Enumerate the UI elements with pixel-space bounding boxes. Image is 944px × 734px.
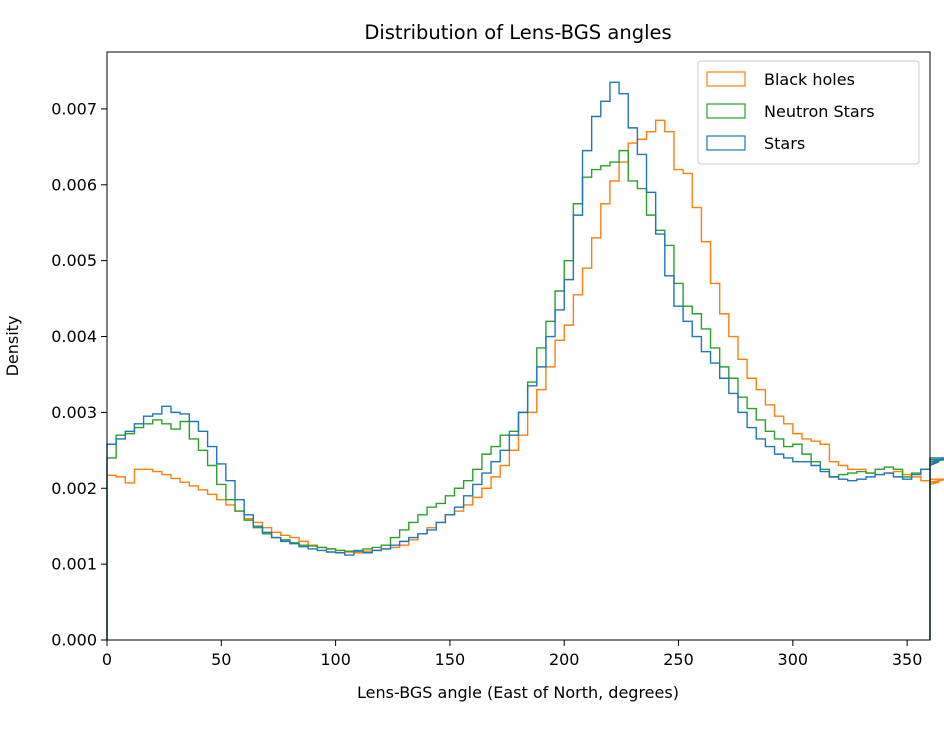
legend-swatch-stars xyxy=(706,135,746,151)
x-tick-label: 50 xyxy=(211,650,231,669)
legend-swatch-black-holes xyxy=(706,71,746,87)
y-tick-label: 0.006 xyxy=(51,175,97,194)
legend-label-black-holes: Black holes xyxy=(764,70,855,89)
x-axis: 0 50 100 150 200 250 300 350 xyxy=(102,640,923,669)
x-axis-label: Lens-BGS angle (East of North, degrees) xyxy=(357,683,679,702)
x-tick-label: 0 xyxy=(102,650,112,669)
y-tick-label: 0.000 xyxy=(51,631,97,650)
x-tick-label: 300 xyxy=(778,650,809,669)
series-layer xyxy=(106,81,944,640)
legend-box xyxy=(697,60,920,165)
y-tick-label: 0.007 xyxy=(51,99,97,118)
legend-swatch-neutron-stars xyxy=(706,103,746,119)
y-tick-label: 0.003 xyxy=(51,403,97,422)
legend-label-neutron-stars: Neutron Stars xyxy=(764,102,875,121)
legend-entry-neutron-stars: Neutron Stars xyxy=(706,102,875,121)
y-tick-label: 0.005 xyxy=(51,251,97,270)
y-tick-label: 0.002 xyxy=(51,479,97,498)
chart-title: Distribution of Lens-BGS angles xyxy=(364,21,671,44)
axes-frame xyxy=(106,51,931,641)
x-tick-label: 100 xyxy=(320,650,351,669)
x-tick-label: 250 xyxy=(663,650,694,669)
legend-label-stars: Stars xyxy=(764,134,805,153)
legend-entry-stars: Stars xyxy=(706,134,805,153)
x-tick-label: 150 xyxy=(435,650,466,669)
y-tick-label: 0.001 xyxy=(51,555,97,574)
y-axis: 0.000 0.001 0.002 0.003 0.004 0.005 0.006 0.007 xyxy=(51,99,107,650)
y-axis-label: Density xyxy=(3,316,22,377)
x-tick-label: 350 xyxy=(892,650,923,669)
series-stars-histogram xyxy=(106,81,944,640)
legend-entry-black-holes: Black holes xyxy=(706,70,855,89)
x-tick-label: 200 xyxy=(549,650,580,669)
legend: Black holes Neutron Stars Stars xyxy=(697,60,920,165)
y-tick-label: 0.004 xyxy=(51,327,97,346)
